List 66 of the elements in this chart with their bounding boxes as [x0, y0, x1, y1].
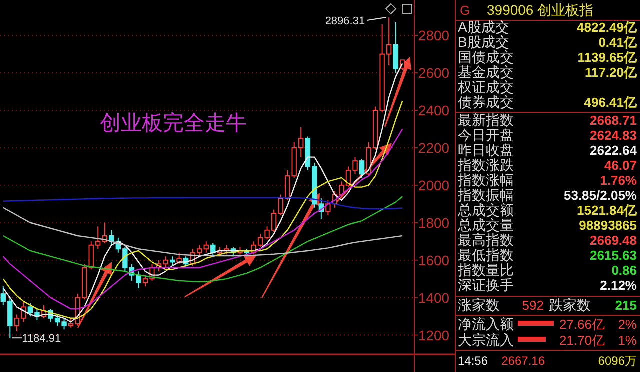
text: 14:56 [458, 354, 488, 368]
text: 2622.64 [590, 143, 638, 158]
text: 2615.63 [590, 248, 637, 263]
line-series [2, 196, 404, 282]
text: 总成交量 [457, 217, 514, 233]
text: 1139.65亿 [578, 50, 638, 65]
text: 2% [618, 317, 638, 332]
text: A股成交 [458, 19, 510, 35]
y-tick-label: 2800 [418, 28, 450, 44]
text: 2624.83 [590, 128, 637, 143]
y-tick-label: 1400 [418, 290, 450, 306]
text: 0.86 [612, 263, 637, 278]
text: 21.70亿 [559, 333, 605, 348]
text: 最高指数 [458, 232, 514, 248]
text: 涨家数 [458, 297, 500, 313]
text: 1.76% [600, 173, 638, 188]
text: 0.41亿 [598, 35, 638, 50]
text: 昨日收盘 [458, 142, 514, 158]
y-tick-label: 1200 [418, 327, 450, 344]
text: 46.07 [604, 158, 637, 173]
text: 399006 创业板指 [487, 2, 594, 18]
y-tick-label: 2000 [418, 177, 450, 194]
y-tick-label: 2200 [418, 140, 450, 156]
text: 1521.84亿 [577, 203, 638, 218]
text: B股成交 [458, 34, 510, 50]
line-series [2, 100, 404, 320]
annotation: 2896.31 [325, 16, 366, 28]
text: 大宗流入 [458, 332, 514, 348]
text: 2669.48 [590, 233, 637, 248]
text: 指数振幅 [457, 187, 514, 203]
annotation: 创业板完全走牛 [100, 112, 247, 135]
y-tick-label: 1800 [418, 214, 450, 231]
text: 深证换手 [458, 277, 514, 293]
text: 2667.16 [502, 354, 546, 368]
text: 最低指数 [458, 247, 514, 263]
y-tick-label: 1600 [418, 252, 450, 268]
text: 592 [522, 298, 544, 313]
text: 2668.71 [590, 113, 637, 128]
text: 债券成交 [458, 94, 514, 110]
text: 53.85/2.05% [564, 188, 638, 203]
text: 6096万 [598, 354, 637, 368]
annotation: 1184.91 [22, 333, 62, 346]
text: 指数量比 [457, 262, 514, 278]
text: 1% [618, 333, 638, 348]
text: 496.41亿 [584, 95, 638, 110]
text: 最新指数 [458, 112, 514, 128]
line-series [2, 63, 404, 323]
text: 117.20亿 [584, 65, 638, 80]
text: 指数涨幅 [457, 172, 514, 188]
y-tick-label: 2600 [418, 65, 450, 82]
text: 总成交额 [457, 202, 514, 218]
text: 净流入额 [458, 316, 514, 332]
text: 27.66亿 [559, 317, 605, 332]
text: 基金成交 [458, 64, 514, 80]
text: 4822.49亿 [577, 20, 638, 35]
text: 215 [615, 298, 637, 313]
y-tick-label: 2400 [418, 102, 450, 119]
text: 2.12% [600, 278, 638, 293]
text: 权证成交 [457, 79, 514, 95]
text: G [460, 3, 470, 18]
text: 跌家数 [549, 297, 591, 313]
text: 指数涨跌 [457, 157, 514, 173]
candlestick [204, 241, 209, 254]
text: 98893865 [579, 218, 637, 233]
text: 国债成交 [458, 49, 514, 65]
text: 今日开盘 [458, 127, 514, 143]
